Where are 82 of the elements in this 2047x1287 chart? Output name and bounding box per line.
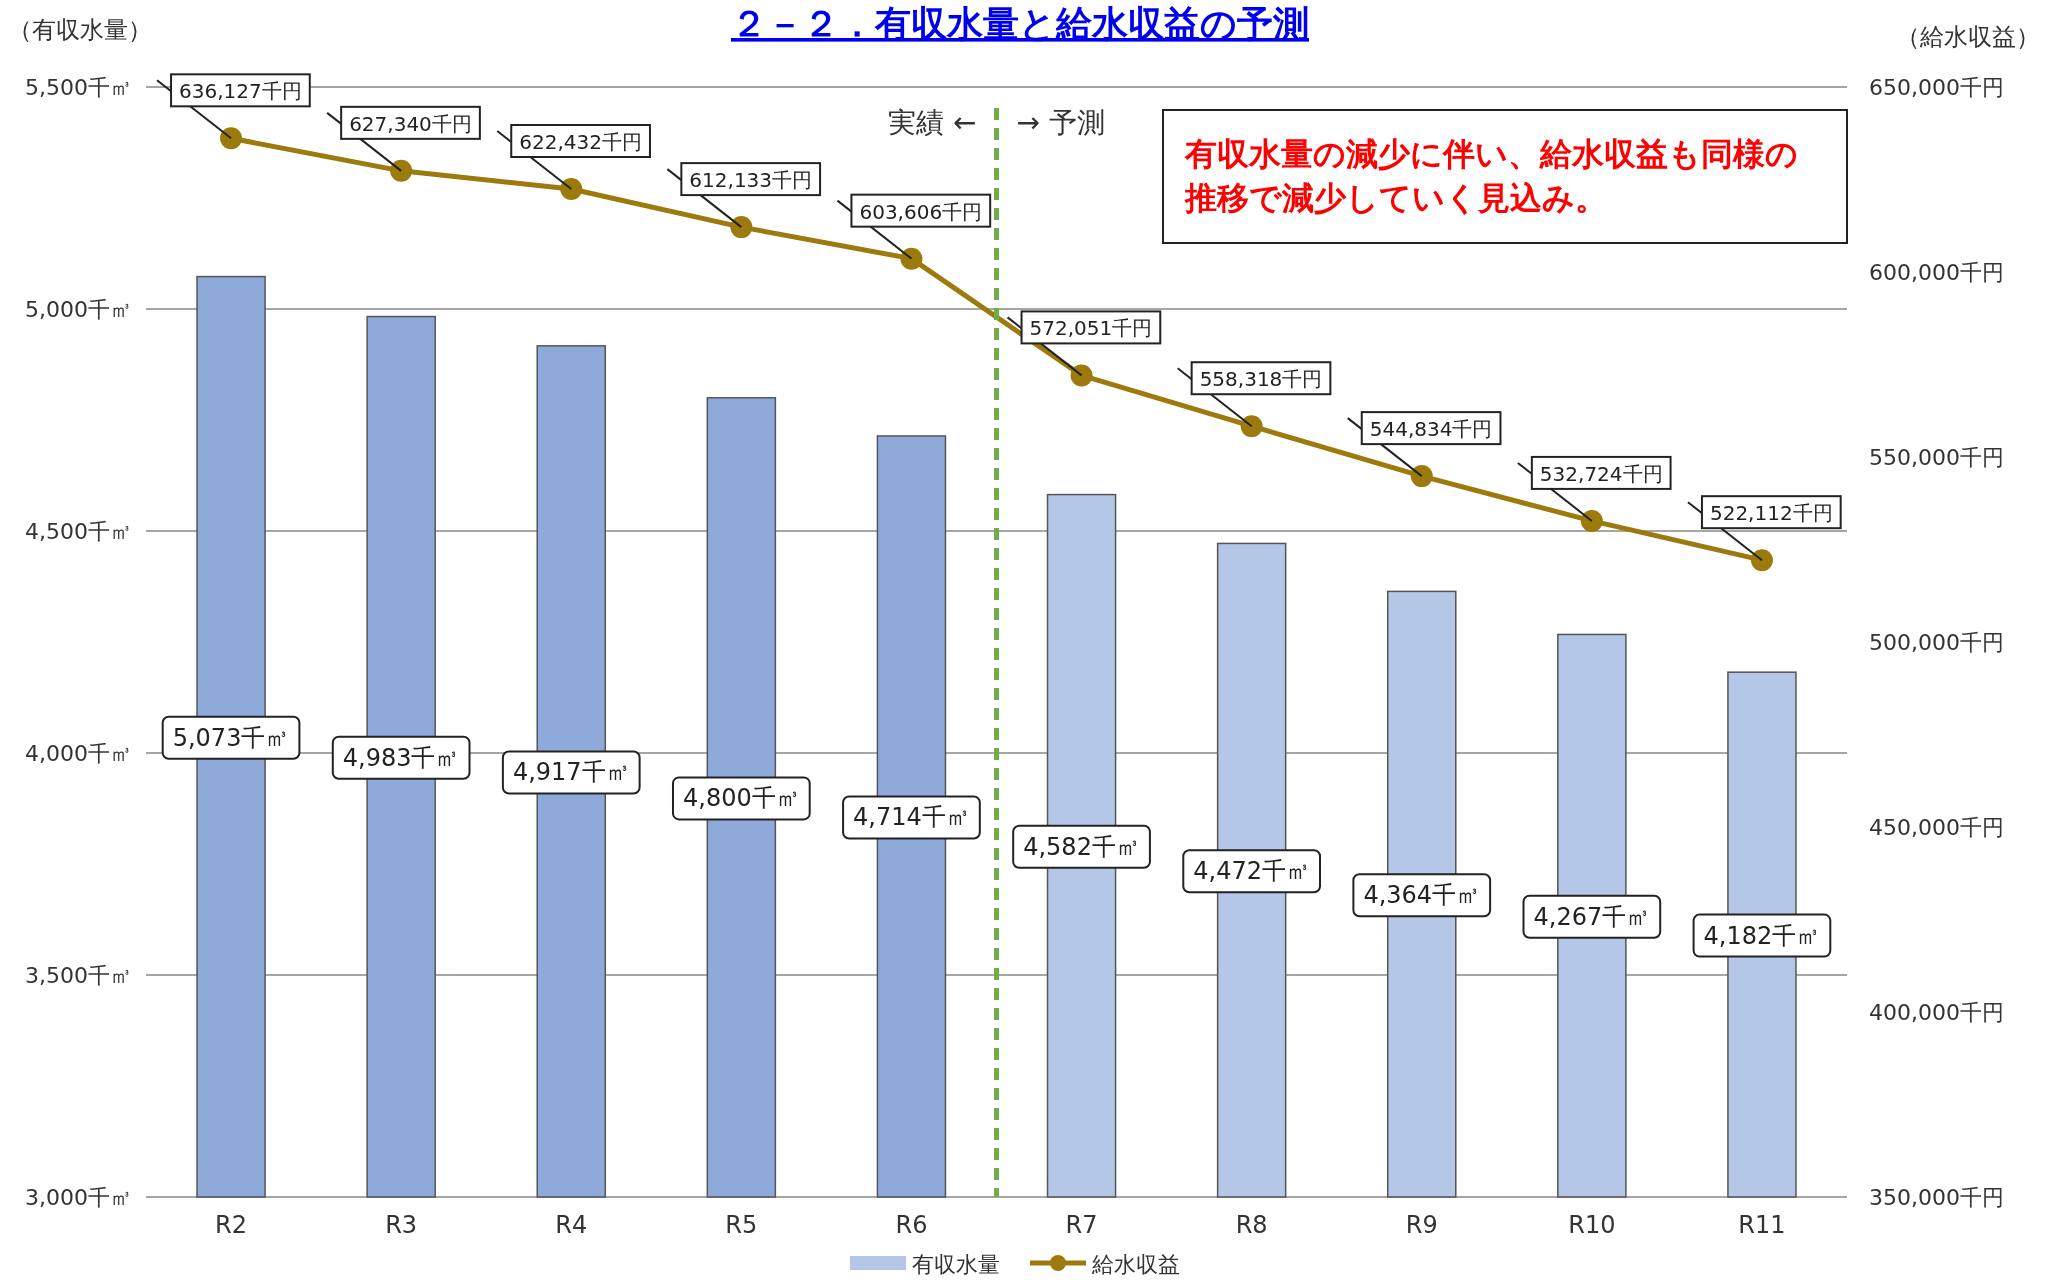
point xyxy=(220,127,243,150)
y-tick-label: 3,500千㎥ xyxy=(25,963,132,988)
x-tick-label: R4 xyxy=(555,1211,588,1239)
y2-tick-label: 500,000千円 xyxy=(1869,630,2004,655)
data-label: 4,983千㎥ xyxy=(331,735,471,780)
data-label: 572,051千円 xyxy=(1006,310,1162,377)
data-label: 532,724千円 xyxy=(1539,461,1663,486)
annotation: 実績 ← xyxy=(888,106,977,139)
point xyxy=(1580,509,1603,532)
y2-tick-label: 400,000千円 xyxy=(1869,1000,2004,1025)
data-label: 4,364千㎥ xyxy=(1352,873,1492,918)
point xyxy=(730,216,753,239)
data-label: 4,917千㎥ xyxy=(512,758,630,787)
data-label: 636,127千円 xyxy=(179,79,302,104)
x-tick-label: R2 xyxy=(215,1211,248,1239)
data-label: 612,133千円 xyxy=(666,162,822,229)
data-label: 558,318千円 xyxy=(1199,367,1323,392)
data-label: 558,318千円 xyxy=(1176,361,1332,428)
point xyxy=(560,178,583,200)
point xyxy=(900,247,923,270)
data-label: 4,917千㎥ xyxy=(501,750,641,795)
data-label: 4,800千㎥ xyxy=(672,776,811,821)
annotation: → 予測 xyxy=(1016,106,1105,139)
title: ２－２．有収水量と給水収益の予測 xyxy=(731,3,1309,44)
y-tick-label: 4,000千㎥ xyxy=(25,741,132,766)
data-label: 4,800千㎥ xyxy=(682,784,800,813)
data-label: 622,432千円 xyxy=(519,130,642,154)
data-label: 4,182千㎥ xyxy=(1703,921,1821,950)
ylabel: （有収水量） xyxy=(8,16,152,44)
data-label: 612,133千円 xyxy=(689,168,813,193)
data-label: 4,267千㎥ xyxy=(1533,902,1651,931)
data-label: 4,582千㎥ xyxy=(1023,832,1140,861)
y2-tick-label: 550,000千円 xyxy=(1869,445,2004,470)
x-tick-label: R8 xyxy=(1235,1211,1268,1239)
data-label: 544,834千円 xyxy=(1369,417,1493,442)
legend-label: 給水収益 xyxy=(1091,1252,1180,1277)
x-tick-label: R6 xyxy=(895,1211,928,1239)
data-label: 603,606千円 xyxy=(859,199,983,224)
legend-label: 有収水量 xyxy=(912,1252,1000,1277)
data-label: 544,834千円 xyxy=(1346,411,1502,478)
y-tick-label: 3,000千㎥ xyxy=(25,1185,132,1210)
data-label: 5,073千㎥ xyxy=(172,723,290,752)
point xyxy=(1070,364,1093,387)
x-tick-label: R10 xyxy=(1568,1211,1616,1239)
y2-tick-label: 350,000千円 xyxy=(1869,1185,2004,1210)
x-tick-label: R7 xyxy=(1065,1211,1098,1239)
point xyxy=(390,159,413,182)
point xyxy=(1410,465,1433,488)
data-label: 5,073千㎥ xyxy=(161,715,301,760)
data-label: 522,112千円 xyxy=(1686,495,1842,562)
data-label: 627,340千円 xyxy=(326,105,481,172)
y2label: （給水収益） xyxy=(1896,23,2040,51)
y2-tick-label: 450,000千円 xyxy=(1869,815,2004,840)
x-tick-label: R3 xyxy=(385,1211,418,1239)
data-label: 603,606千円 xyxy=(836,193,992,260)
annotation: 有収水量の減少に伴い、給水収益も同様の推移で減少していく見込み。 xyxy=(1184,135,1798,217)
x-tick-label: R5 xyxy=(725,1211,758,1239)
data-label: 4,267千㎥ xyxy=(1522,894,1662,939)
data-label: 622,432千円 xyxy=(496,124,651,190)
x-tick-label: R9 xyxy=(1405,1211,1438,1239)
annotation: 有収水量の減少に伴い、給水収益も同様の推移で減少していく見込み。 xyxy=(1162,109,1848,244)
data-label: 572,051千円 xyxy=(1029,316,1153,341)
data-label: 4,983千㎥ xyxy=(342,743,460,772)
data-label: 4,182千㎥ xyxy=(1692,913,1832,958)
data-label: 522,112千円 xyxy=(1709,501,1833,526)
data-label: 4,714千㎥ xyxy=(842,795,981,840)
point xyxy=(1750,549,1773,572)
x-tick-label: R11 xyxy=(1738,1211,1786,1239)
y-tick-label: 5,500千㎥ xyxy=(25,75,132,100)
data-label: 532,724千円 xyxy=(1516,455,1672,522)
data-label: 4,472千㎥ xyxy=(1182,849,1321,894)
y2-tick-label: 600,000千円 xyxy=(1869,260,2004,285)
data-label: 636,127千円 xyxy=(156,73,311,140)
data-label: 4,472千㎥ xyxy=(1193,857,1311,886)
data-label: 4,582千㎥ xyxy=(1012,824,1151,869)
data-label: 627,340千円 xyxy=(349,111,472,136)
data-label: 4,714千㎥ xyxy=(853,803,970,832)
y2-tick-label: 650,000千円 xyxy=(1869,75,2004,100)
point xyxy=(1240,415,1263,438)
data-label: 4,364千㎥ xyxy=(1363,881,1481,910)
y-tick-label: 5,000千㎥ xyxy=(25,297,132,322)
y-tick-label: 4,500千㎥ xyxy=(25,519,132,544)
